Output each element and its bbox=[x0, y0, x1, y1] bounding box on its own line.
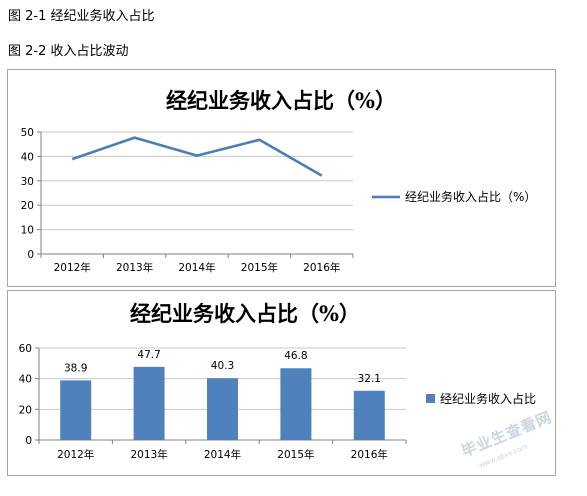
x-tick-label: 2016年 bbox=[351, 448, 388, 461]
bar bbox=[60, 380, 92, 440]
y-tick-label: 30 bbox=[21, 176, 34, 188]
figure-caption-1: 图 2-1 经纪业务收入占比 bbox=[8, 9, 155, 24]
line-chart-x-ticks: 2012年 2013年 2014年 2015年 2016年 bbox=[54, 261, 341, 274]
x-tick-label: 2016年 bbox=[303, 261, 340, 274]
bar-data-label: 47.7 bbox=[137, 349, 160, 361]
y-tick-label: 0 bbox=[25, 435, 32, 447]
line-chart-series bbox=[71, 136, 323, 177]
x-tick-label: 2015年 bbox=[241, 261, 278, 274]
line-chart-frame: 经纪业务收入占比（%） 0 10 20 30 40 50 2012年 2013年 2014年 2… bbox=[7, 69, 556, 287]
bar-chart: 经纪业务收入占比（%） 0 20 40 60 38.9 47.7 40.3 46.8 32.1… bbox=[19, 301, 536, 461]
line-chart-legend: 经纪业务收入占比（%） bbox=[372, 189, 536, 204]
series-line bbox=[71, 136, 323, 177]
bar-data-label: 46.8 bbox=[284, 350, 307, 362]
bar-chart-legend: 经纪业务收入占比 bbox=[426, 391, 536, 406]
bar-data-label: 38.9 bbox=[64, 362, 87, 374]
line-chart-y-ticks: 0 10 20 30 40 50 bbox=[21, 127, 34, 261]
x-tick-label: 2015年 bbox=[277, 448, 314, 461]
y-tick-label: 60 bbox=[19, 343, 32, 355]
y-tick-label: 20 bbox=[19, 404, 32, 416]
y-tick-label: 40 bbox=[21, 151, 34, 163]
x-tick-label: 2014年 bbox=[178, 261, 215, 274]
bar bbox=[133, 366, 165, 440]
bar-chart-bars bbox=[60, 366, 385, 440]
x-tick-label: 2013年 bbox=[116, 261, 153, 274]
bar bbox=[207, 378, 238, 440]
y-tick-label: 50 bbox=[21, 127, 34, 139]
x-tick-label: 2012年 bbox=[57, 448, 94, 461]
y-tick-label: 10 bbox=[21, 225, 34, 237]
y-tick-label: 40 bbox=[19, 374, 32, 386]
bar-data-label: 32.1 bbox=[358, 373, 381, 385]
bar bbox=[280, 368, 312, 440]
line-chart-gridlines bbox=[37, 131, 354, 258]
bar-chart-title: 经纪业务收入占比（%） bbox=[130, 301, 360, 326]
bar-chart-frame: 经纪业务收入占比（%） 0 20 40 60 38.9 47.7 40.3 46.8 32.1… bbox=[7, 290, 556, 476]
x-tick-label: 2012年 bbox=[54, 261, 91, 274]
bar-chart-x-ticks: 2012年 2013年 2014年 2015年 2016年 bbox=[57, 448, 388, 461]
legend-label: 经纪业务收入占比 bbox=[440, 391, 536, 406]
line-chart-title: 经纪业务收入占比（%） bbox=[166, 88, 396, 113]
y-tick-label: 0 bbox=[27, 249, 34, 261]
x-tick-label: 2013年 bbox=[130, 448, 167, 461]
bar-data-label: 40.3 bbox=[211, 360, 234, 372]
y-tick-label: 20 bbox=[21, 200, 34, 212]
legend-square-swatch bbox=[426, 394, 435, 403]
bar bbox=[353, 390, 385, 440]
bar-chart-y-ticks: 0 20 40 60 bbox=[19, 343, 32, 447]
bar-chart-data-labels: 38.9 47.7 40.3 46.8 32.1 bbox=[64, 349, 381, 385]
legend-label: 经纪业务收入占比（%） bbox=[405, 189, 536, 204]
figure-caption-2: 图 2-2 收入占比波动 bbox=[8, 44, 129, 59]
x-tick-label: 2014年 bbox=[204, 448, 241, 461]
